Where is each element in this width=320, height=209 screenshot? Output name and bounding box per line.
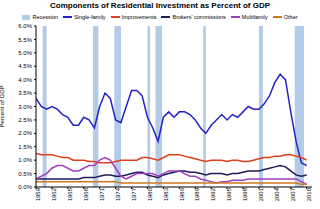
html-text:Single-family: Single-family (74, 14, 106, 20)
svg-text:1992: 1992 (210, 187, 216, 201)
html-text:Other: Other (283, 14, 298, 20)
svg-text:1.5%: 1.5% (18, 144, 32, 150)
svg-text:3.0%: 3.0% (18, 104, 32, 110)
svg-text:2.0%: 2.0% (18, 130, 32, 136)
html-text:Recession: Recession (32, 14, 59, 20)
svg-text:4.5%: 4.5% (18, 63, 32, 69)
svg-text:5.5%: 5.5% (18, 37, 32, 43)
svg-text:1974: 1974 (115, 187, 121, 201)
svg-text:2004: 2004 (274, 187, 280, 201)
svg-text:4.0%: 4.0% (18, 77, 32, 83)
svg-text:1.0%: 1.0% (18, 157, 32, 163)
svg-text:6.0%: 6.0% (18, 23, 32, 29)
svg-text:1995: 1995 (226, 187, 232, 201)
svg-text:0.0%: 0.0% (18, 184, 32, 190)
svg-text:1983: 1983 (163, 187, 169, 201)
svg-text:2.5%: 2.5% (18, 117, 32, 123)
html-text:Multifamily: Multifamily (241, 14, 268, 20)
svg-text:1971: 1971 (99, 187, 105, 201)
svg-text:2007: 2007 (290, 187, 296, 201)
svg-text:0.5%: 0.5% (18, 171, 32, 177)
svg-text:1989: 1989 (194, 187, 200, 201)
svg-text:1962: 1962 (51, 187, 57, 201)
svg-text:3.5%: 3.5% (18, 90, 32, 96)
html-text:Improvements: Improvements (121, 14, 157, 20)
svg-text:1977: 1977 (131, 187, 137, 201)
svg-text:1965: 1965 (67, 187, 73, 201)
svg-text:2001: 2001 (258, 187, 264, 201)
html-text:Brokers' commissions: Brokers' commissions (172, 14, 226, 20)
html-text:Components of Residential Inve: Components of Residential Investment as … (50, 1, 270, 10)
svg-text:1980: 1980 (147, 187, 153, 201)
svg-text:2010: 2010 (306, 187, 312, 201)
svg-text:5.0%: 5.0% (18, 50, 32, 56)
svg-text:1998: 1998 (242, 187, 248, 201)
svg-text:1959: 1959 (35, 187, 41, 201)
svg-text:1968: 1968 (83, 187, 89, 201)
svg-text:1986: 1986 (179, 187, 185, 201)
